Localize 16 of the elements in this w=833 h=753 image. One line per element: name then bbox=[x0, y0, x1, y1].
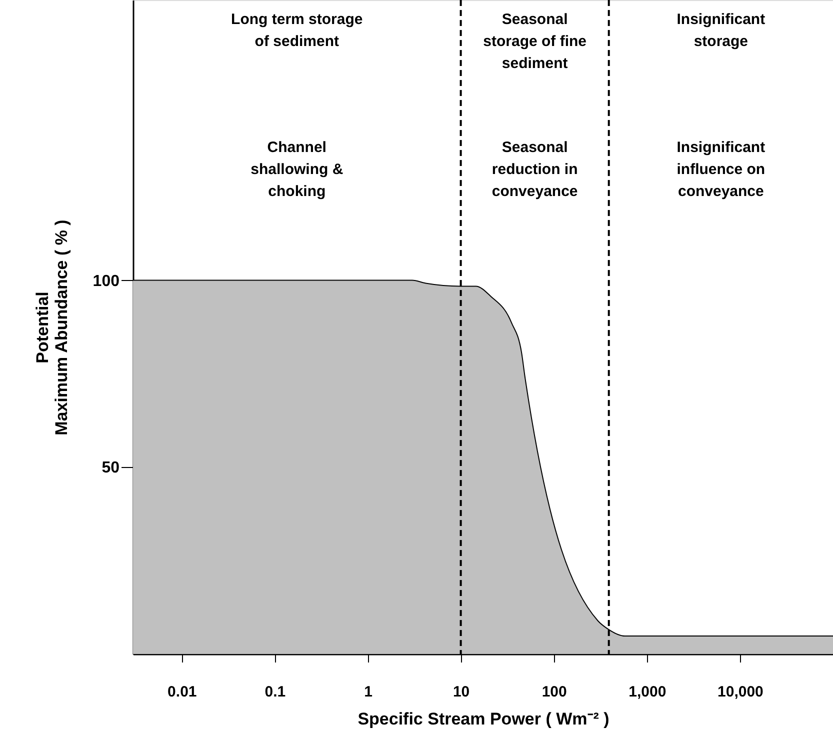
y-axis-title: Potential Maximum Abundance ( % ) bbox=[32, 220, 71, 436]
x-tick-label: 10 bbox=[452, 684, 470, 700]
annotation: Long term storage of sediment bbox=[231, 11, 363, 50]
x-tick-label: 100 bbox=[542, 684, 567, 700]
annotation: Seasonal reduction in conveyance bbox=[492, 139, 578, 200]
x-tick-label: 1,000 bbox=[628, 684, 666, 700]
annotation: Seasonal storage of fine sediment bbox=[483, 11, 587, 72]
x-tick-label: 0.1 bbox=[264, 684, 286, 700]
annotation: Channel shallowing & choking bbox=[250, 139, 344, 200]
x-tick-label: 1 bbox=[364, 684, 372, 700]
x-tick-label: 10,000 bbox=[718, 684, 764, 700]
annotation: Insignificant storage bbox=[676, 11, 766, 50]
x-tick-label: 0.01 bbox=[168, 684, 197, 700]
annotation: Insignificant influence on conveyance bbox=[676, 139, 766, 200]
x-axis-title: Specific Stream Power ( Wm⁻² ) bbox=[358, 710, 610, 728]
y-tick-label: 50 bbox=[102, 460, 120, 477]
